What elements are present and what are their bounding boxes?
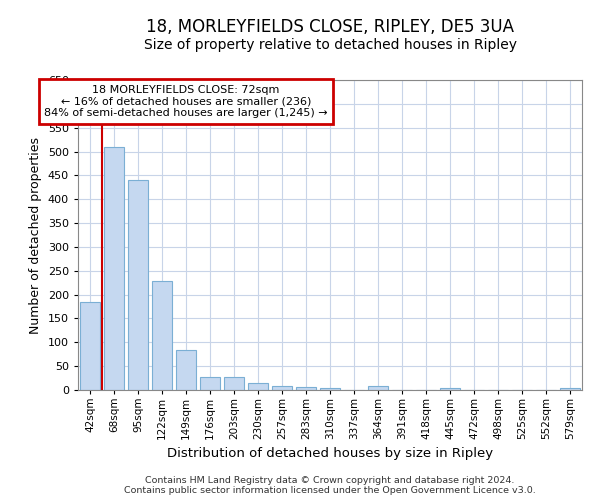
Bar bbox=[224, 376, 244, 390]
Text: Contains HM Land Registry data © Crown copyright and database right 2024.
Contai: Contains HM Land Registry data © Crown c… bbox=[124, 476, 536, 495]
Bar bbox=[80, 302, 100, 390]
Bar bbox=[176, 350, 196, 390]
Bar bbox=[320, 388, 340, 390]
Text: Size of property relative to detached houses in Ripley: Size of property relative to detached ho… bbox=[143, 38, 517, 52]
Bar bbox=[440, 388, 460, 390]
Bar bbox=[104, 147, 124, 390]
Bar bbox=[200, 376, 220, 390]
Bar bbox=[296, 386, 316, 390]
Text: 18, MORLEYFIELDS CLOSE, RIPLEY, DE5 3UA: 18, MORLEYFIELDS CLOSE, RIPLEY, DE5 3UA bbox=[146, 18, 514, 36]
Bar bbox=[152, 282, 172, 390]
Bar bbox=[272, 386, 292, 390]
Text: 18 MORLEYFIELDS CLOSE: 72sqm
← 16% of detached houses are smaller (236)
84% of s: 18 MORLEYFIELDS CLOSE: 72sqm ← 16% of de… bbox=[44, 85, 328, 118]
Bar bbox=[368, 386, 388, 390]
Y-axis label: Number of detached properties: Number of detached properties bbox=[29, 136, 42, 334]
Bar bbox=[560, 388, 580, 390]
Bar bbox=[248, 384, 268, 390]
X-axis label: Distribution of detached houses by size in Ripley: Distribution of detached houses by size … bbox=[167, 448, 493, 460]
Bar bbox=[128, 180, 148, 390]
